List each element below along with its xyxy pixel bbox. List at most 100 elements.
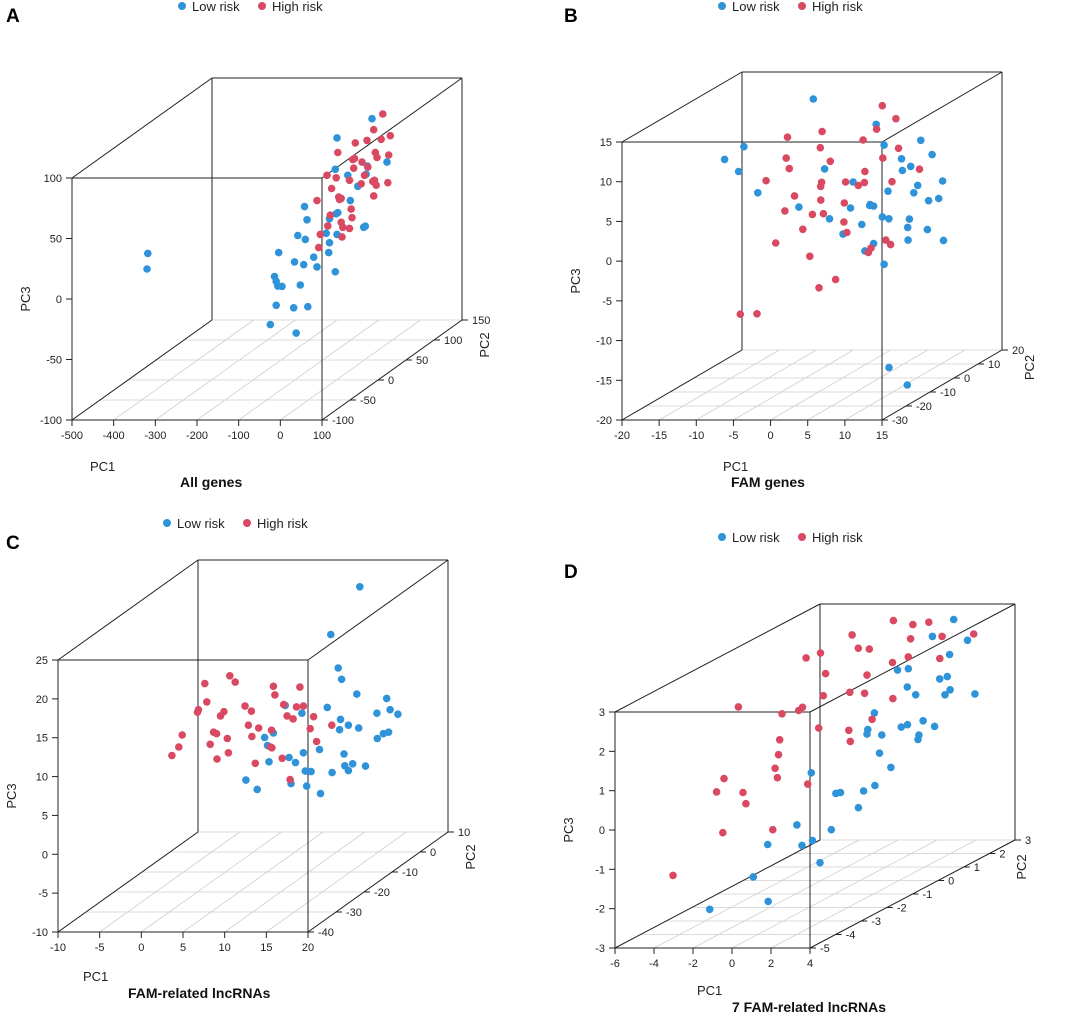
data-point [705,905,714,914]
data-point [379,729,388,738]
data-point [304,302,312,311]
legend-label-low: Low risk [177,516,225,531]
data-point [344,721,353,729]
series-high-risk [168,672,336,784]
data-point [865,645,874,653]
data-point [325,238,334,247]
data-point [369,125,378,134]
data-point [925,618,933,626]
data-point [349,164,358,172]
data-point [253,785,261,794]
data-point [938,632,946,641]
data-point [799,225,807,234]
y-tick-label: -20 [374,887,390,899]
data-point [223,734,232,743]
data-point [919,717,927,725]
data-point [821,669,830,678]
y-tick-label: 50 [416,355,428,367]
data-point [945,650,954,659]
panel-title: FAM-related lncRNAs [128,985,271,1001]
y-axis-title: PC2 [1022,355,1037,380]
data-point [880,260,888,269]
data-point [946,686,954,694]
data-point [861,167,869,176]
data-point [785,164,794,173]
data-point [816,649,825,657]
data-point [285,753,293,762]
data-point [867,244,875,252]
y-tick-label: -10 [940,387,956,399]
data-point [224,749,233,757]
data-point [347,205,356,213]
data-point [332,210,341,218]
data-point [863,671,871,679]
data-point [848,631,856,639]
grid-line [658,349,780,421]
legend-marker-high [798,2,806,10]
data-point [266,743,275,751]
data-point [260,733,269,742]
x-tick-label: -5 [95,942,105,954]
y-tick-label: 0 [388,375,394,387]
series-low-risk [143,114,391,337]
data-point [292,329,301,337]
data-point [917,136,925,145]
data-point [231,678,239,686]
data-point [254,724,263,732]
data-point [875,749,884,757]
data-point [924,196,933,205]
box-edge [321,319,463,421]
data-point [386,131,395,140]
data-point [736,310,745,319]
series-high-risk [669,616,978,880]
data-point [904,236,912,244]
y-tick-label: -30 [892,415,908,427]
data-point [854,181,863,190]
data-point [859,136,867,144]
legend-marker-high [258,2,266,10]
data-point [808,836,817,845]
data-point [386,705,394,714]
y-tick-label: -5 [820,943,830,955]
data-point [351,139,360,147]
data-point [326,211,335,219]
z-tick-label: 10 [36,772,48,784]
x-tick-label: 15 [260,942,272,954]
data-point [903,381,912,389]
data-point [897,723,906,731]
data-point [739,788,747,797]
data-point [382,694,391,703]
data-point [910,189,918,197]
legend: Low risk High risk [163,516,308,531]
grid-line [266,831,407,933]
x-tick-label: -5 [729,430,739,442]
data-point [358,158,366,166]
data-point [203,698,211,706]
data-point [762,176,770,185]
data-point [373,709,381,717]
data-point [299,260,308,269]
legend-label-low: Low risk [732,530,780,545]
data-point [935,675,944,683]
z-tick-label: 0 [56,294,62,306]
data-point [315,745,324,754]
data-point [903,223,912,232]
z-axis-title: PC3 [18,286,33,311]
box-edge [321,77,463,179]
data-point [742,799,750,808]
data-point [345,224,354,233]
data-point [266,320,275,329]
box-edge [614,603,821,713]
y-tick-label: -3 [871,916,881,928]
data-point [226,672,234,680]
data-point [771,239,780,247]
data-point [339,223,347,232]
data-point [323,171,331,180]
legend-label-low: Low risk [732,0,780,14]
data-point [915,165,924,173]
data-point [819,691,828,700]
data-point [939,236,948,245]
data-point [818,127,826,136]
data-point [346,196,355,205]
x-tick-label: 10 [839,430,851,442]
